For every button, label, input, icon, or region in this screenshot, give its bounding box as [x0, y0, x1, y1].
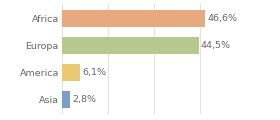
Text: 44,5%: 44,5%	[201, 41, 231, 50]
Bar	[62, 10, 205, 27]
Text: 6,1%: 6,1%	[83, 68, 107, 77]
Bar	[62, 37, 199, 54]
Text: 46,6%: 46,6%	[207, 14, 237, 23]
Bar	[62, 64, 80, 81]
Bar	[62, 91, 70, 108]
Text: 2,8%: 2,8%	[72, 95, 96, 104]
